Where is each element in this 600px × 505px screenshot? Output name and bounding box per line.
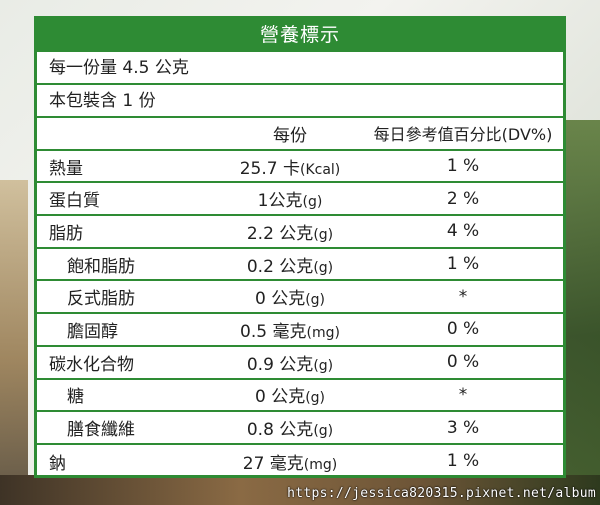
- nutrient-dv: 3 %: [446, 417, 480, 438]
- nutrient-name: 碳水化合物: [49, 354, 134, 375]
- nutrient-dv: 1 %: [446, 451, 480, 472]
- background-decoration-bottom: [0, 475, 600, 505]
- amount-unit: (mg): [306, 324, 340, 341]
- amount-value: 0.2 公克: [246, 256, 314, 277]
- nutrient-dv: *: [458, 384, 468, 405]
- table-row: 蛋白質 1公克(g) 2 %: [37, 183, 563, 217]
- nutrient-dv: 0 %: [446, 319, 480, 340]
- table-row: 脂肪 2.2 公克(g) 4 %: [37, 216, 563, 249]
- table-row: 膳食纖維 0.8 公克(g) 3 %: [37, 412, 563, 445]
- nutrition-table: 每份 每日參考值百分比(DV%) 熱量 25.7 卡(Kcal) 1 % 蛋白質…: [37, 118, 563, 478]
- nutrient-dv: 2 %: [446, 188, 480, 209]
- nutrient-name: 膽固醇: [67, 321, 118, 342]
- nutrient-amount: 25.7 卡(Kcal): [217, 154, 363, 179]
- amount-unit: (g): [313, 226, 334, 243]
- background-decoration-right: [560, 120, 600, 480]
- amount-value: 1公克: [257, 191, 303, 212]
- background-decoration-left: [0, 180, 28, 480]
- nutrient-name: 熱量: [49, 158, 83, 179]
- nutrient-amount: 0 公克(g): [217, 382, 363, 407]
- amount-value: 0.5 毫克: [240, 321, 307, 342]
- nutrient-amount: 1公克(g): [217, 186, 363, 211]
- nutrient-amount: 0 公克(g): [217, 284, 363, 309]
- nutrient-dv: 4 %: [446, 221, 480, 242]
- table-row: 膽固醇 0.5 毫克(mg) 0 %: [37, 314, 563, 347]
- nutrient-amount: 0.2 公克(g): [217, 252, 363, 277]
- nutrient-dv: *: [458, 286, 468, 307]
- nutrient-amount: 0.8 公克(g): [217, 415, 363, 440]
- serving-size: 每一份量 4.5 公克: [37, 52, 563, 85]
- table-row: 熱量 25.7 卡(Kcal) 1 %: [37, 151, 563, 184]
- amount-unit: (g): [305, 390, 326, 407]
- nutrient-name: 鈉: [49, 453, 66, 474]
- nutrient-amount: 0.5 毫克(mg): [217, 317, 363, 342]
- amount-value: 25.7 卡: [239, 158, 300, 179]
- nutrient-name: 膳食纖維: [67, 420, 135, 441]
- header-daily-value: 每日參考值百分比(DV%): [373, 125, 553, 145]
- amount-unit: (g): [302, 194, 323, 211]
- amount-unit: (g): [313, 357, 334, 374]
- nutrient-name: 飽和脂肪: [67, 256, 135, 277]
- table-row: 飽和脂肪 0.2 公克(g) 1 %: [37, 249, 563, 282]
- table-row: 碳水化合物 0.9 公克(g) 0 %: [37, 347, 563, 380]
- label-title: 營養標示: [37, 19, 563, 52]
- watermark: https://jessica820315.pixnet.net/album: [287, 486, 596, 501]
- nutrient-name: 糖: [67, 387, 84, 408]
- amount-value: 27 毫克: [242, 453, 304, 474]
- nutrient-amount: 27 毫克(mg): [217, 449, 363, 474]
- amount-value: 0 公克: [254, 387, 306, 408]
- nutrient-amount: 2.2 公克(g): [217, 219, 363, 244]
- amount-unit: (g): [313, 423, 334, 440]
- servings-per-package: 本包裝含 1 份: [37, 85, 563, 118]
- nutrient-dv: 0 %: [446, 352, 480, 373]
- amount-value: 0.8 公克: [246, 420, 314, 441]
- nutrient-name: 反式脂肪: [67, 289, 135, 310]
- amount-unit: (g): [313, 259, 334, 276]
- nutrient-name: 脂肪: [49, 223, 83, 244]
- amount-value: 0.9 公克: [246, 354, 314, 375]
- amount-value: 0 公克: [254, 289, 306, 310]
- amount-unit: (g): [305, 292, 326, 309]
- nutrient-amount: 0.9 公克(g): [217, 350, 363, 375]
- nutrient-dv: 1 %: [446, 156, 480, 177]
- header-per-serving: 每份: [273, 125, 307, 146]
- amount-value: 2.2 公克: [246, 223, 314, 244]
- nutrition-label: 營養標示 每一份量 4.5 公克 本包裝含 1 份 每份 每日參考值百分比(DV…: [34, 16, 566, 478]
- table-row: 鈉 27 毫克(mg) 1 %: [37, 445, 563, 478]
- nutrient-name: 蛋白質: [49, 191, 100, 212]
- amount-unit: (Kcal): [299, 161, 341, 178]
- nutrient-dv: 1 %: [446, 254, 480, 275]
- table-header: 每份 每日參考值百分比(DV%): [37, 118, 563, 151]
- amount-unit: (mg): [303, 456, 338, 473]
- table-row: 反式脂肪 0 公克(g) *: [37, 281, 563, 315]
- table-row: 糖 0 公克(g) *: [37, 380, 563, 413]
